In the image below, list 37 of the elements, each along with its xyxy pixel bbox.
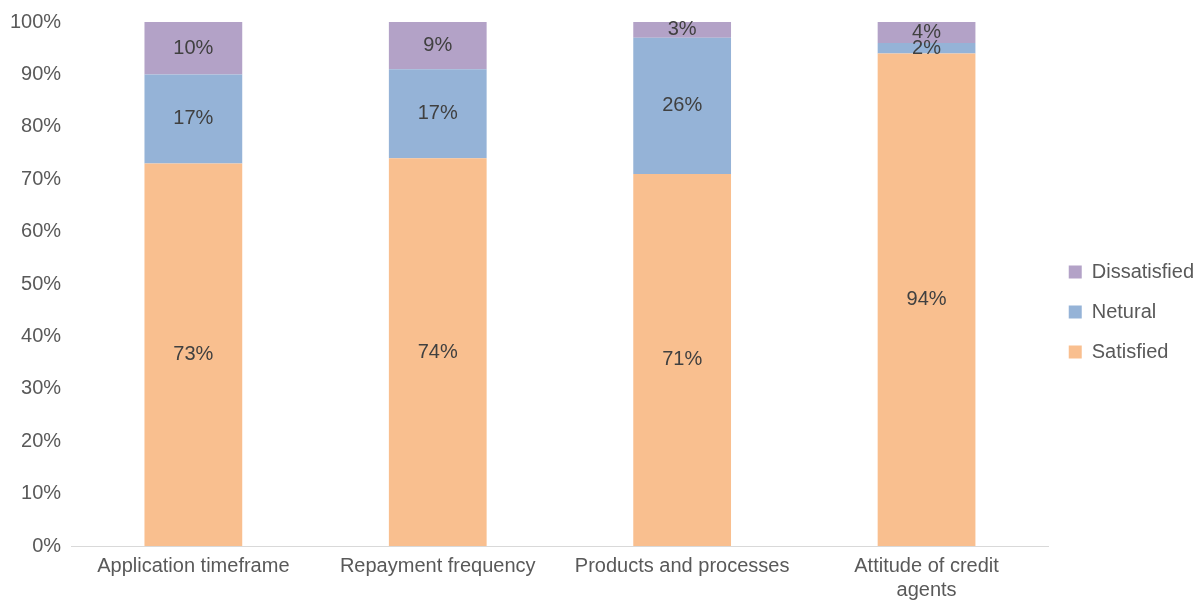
x-tick-label: Products and processes <box>574 553 790 576</box>
y-tick-label: 70% <box>21 166 62 189</box>
data-label: 73% <box>173 342 214 365</box>
data-label: 3% <box>667 17 697 40</box>
legend-label: Netural <box>1091 299 1157 322</box>
data-label: 94% <box>906 287 947 310</box>
y-tick-label: 0% <box>32 533 62 556</box>
legend-label: Dissatisfied <box>1091 259 1195 282</box>
data-label: 17% <box>173 106 214 129</box>
bar <box>388 69 487 159</box>
bar <box>144 22 243 75</box>
x-tick-label: Attitude of credit agents <box>854 553 1000 600</box>
bar <box>388 22 487 70</box>
y-tick-label: 40% <box>21 323 62 346</box>
data-label: 74% <box>417 339 458 362</box>
data-label: 17% <box>417 101 458 124</box>
y-tick-label: 10% <box>21 481 62 504</box>
data-label: 71% <box>662 347 703 370</box>
data-label: 10% <box>173 35 214 58</box>
y-tick-label: 90% <box>21 61 62 84</box>
bar <box>633 37 732 174</box>
x-tick-label: Application timeframe <box>97 553 290 576</box>
data-label: 26% <box>662 93 703 116</box>
x-tick-label: Repayment frequency <box>339 553 536 576</box>
y-tick-label: 50% <box>21 271 62 294</box>
y-tick-label: 100% <box>10 9 62 32</box>
bar <box>144 74 243 164</box>
y-tick-label: 30% <box>21 376 62 399</box>
bar <box>633 173 732 546</box>
data-label: 9% <box>423 33 453 56</box>
y-tick-label: 20% <box>21 428 62 451</box>
bar <box>388 158 487 546</box>
bar <box>877 53 976 546</box>
legend-label: Satisfied <box>1091 339 1169 362</box>
bar <box>144 163 243 546</box>
y-tick-label: 60% <box>21 219 62 242</box>
y-tick-label: 80% <box>21 114 62 137</box>
